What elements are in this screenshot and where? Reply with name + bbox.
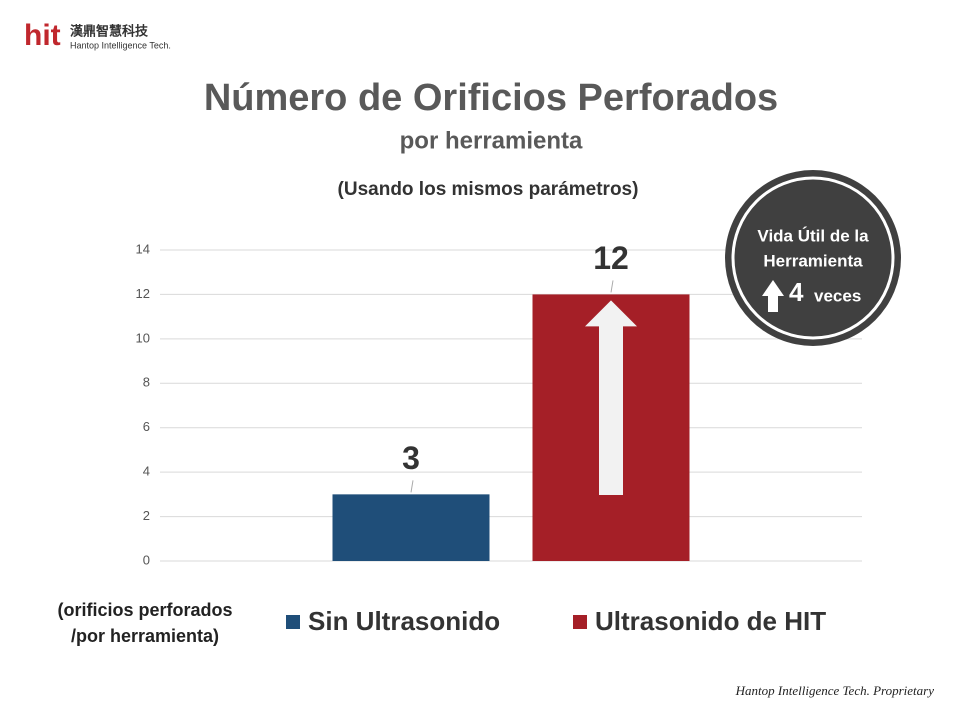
badge-ring bbox=[731, 176, 895, 340]
logo-mark: hit bbox=[24, 19, 61, 52]
y-tick-label: 12 bbox=[136, 286, 150, 301]
y-axis-label: /por herramienta) bbox=[71, 626, 219, 646]
badge-text: Herramienta bbox=[763, 251, 863, 270]
chart-subtitle: por herramienta bbox=[400, 127, 583, 154]
y-tick-label: 8 bbox=[143, 375, 150, 390]
y-tick-label: 4 bbox=[143, 464, 150, 479]
legend-label: Ultrasonido de HIT bbox=[595, 606, 826, 636]
legend-swatch bbox=[573, 615, 587, 629]
y-axis-label: (orificios perforados bbox=[57, 600, 232, 620]
chart-title: Número de Orificios Perforados bbox=[204, 77, 778, 119]
label-leader bbox=[410, 480, 414, 493]
badge-arrow bbox=[762, 280, 784, 312]
data-label: 3 bbox=[402, 440, 420, 476]
logo-english: Hantop Intelligence Tech. bbox=[70, 40, 171, 50]
y-tick-label: 6 bbox=[143, 419, 150, 434]
y-tick-label: 2 bbox=[143, 508, 150, 523]
badge-factor: 4 bbox=[789, 277, 804, 307]
logo-name: 漢鼎智慧科技 bbox=[70, 23, 149, 38]
y-tick-label: 0 bbox=[143, 552, 150, 567]
badge-unit: veces bbox=[814, 286, 861, 305]
footer: Hantop Intelligence Tech. Proprietary bbox=[735, 683, 935, 698]
data-label: 12 bbox=[593, 240, 629, 276]
bar bbox=[332, 494, 490, 561]
annotation: (Usando los mismos parámetros) bbox=[338, 179, 639, 200]
badge-text: Vida Útil de la bbox=[757, 226, 869, 245]
bar-arrow bbox=[585, 300, 637, 495]
legend-label: Sin Ultrasonido bbox=[308, 606, 500, 636]
label-leader bbox=[610, 280, 614, 293]
y-tick-label: 10 bbox=[136, 330, 150, 345]
y-tick-label: 14 bbox=[136, 241, 150, 256]
badge: Vida Útil de la Herramienta 4 veces bbox=[725, 170, 901, 346]
legend-swatch bbox=[286, 615, 300, 629]
